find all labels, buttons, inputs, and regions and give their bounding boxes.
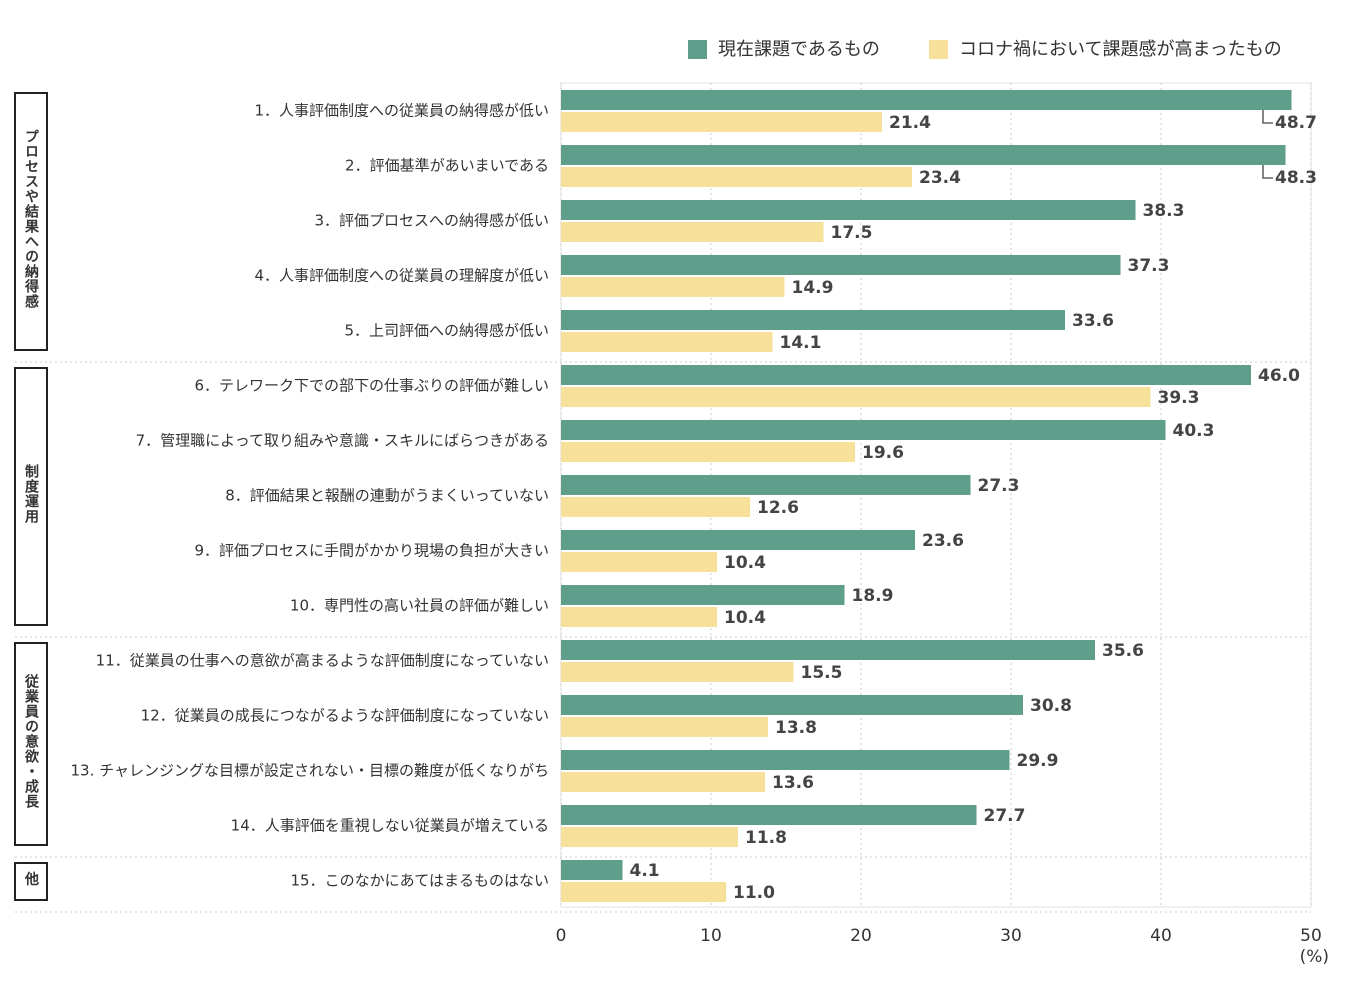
group-box	[14, 92, 48, 351]
value-label: 13.8	[775, 718, 817, 738]
value-label: 38.3	[1143, 201, 1185, 221]
category-label: 7．管理職によって取り組みや意識・スキルにばらつきがある	[136, 432, 549, 450]
bar	[561, 530, 915, 550]
bar	[561, 662, 794, 682]
group-box	[14, 367, 48, 626]
value-label: 48.3	[1275, 168, 1317, 188]
bar	[561, 882, 726, 902]
category-label: 8．評価結果と報酬の連動がうまくいっていない	[225, 487, 549, 505]
bar	[561, 332, 773, 352]
bar	[561, 585, 845, 605]
value-label: 19.6	[862, 443, 904, 463]
bar	[561, 827, 738, 847]
value-label: 27.3	[978, 476, 1020, 496]
x-tick-label: 50	[1300, 926, 1322, 946]
bar	[561, 387, 1151, 407]
value-label: 30.8	[1030, 696, 1072, 716]
bar	[561, 475, 971, 495]
x-tick-label: 30	[1000, 926, 1022, 946]
value-label: 23.6	[922, 531, 964, 551]
bar	[561, 860, 623, 880]
group-box	[14, 862, 48, 901]
value-label: 10.4	[724, 608, 766, 628]
value-label: 33.6	[1072, 311, 1114, 331]
category-label: 3．評価プロセスへの納得感が低い	[314, 212, 549, 230]
bar	[561, 497, 750, 517]
value-label: 29.9	[1017, 751, 1059, 771]
group-label: 制度運用	[23, 463, 39, 524]
label-leader	[1262, 165, 1273, 179]
value-label: 15.5	[801, 663, 843, 683]
bar	[561, 695, 1023, 715]
value-label: 14.1	[780, 333, 822, 353]
category-label: 13. チャレンジングな目標が設定されない・目標の難度が低くなりがち	[71, 762, 549, 780]
category-label: 1．人事評価制度への従業員の納得感が低い	[254, 102, 549, 120]
bar	[561, 200, 1136, 220]
value-label: 11.0	[733, 883, 775, 903]
bar	[561, 442, 855, 462]
value-label: 37.3	[1128, 256, 1170, 276]
category-label: 11．従業員の仕事への意欲が高まるような評価制度になっていない	[96, 652, 549, 670]
category-label: 4．人事評価制度への従業員の理解度が低い	[254, 267, 549, 285]
bar	[561, 90, 1292, 110]
bar	[561, 365, 1251, 385]
value-label: 21.4	[889, 113, 931, 133]
bar	[561, 607, 717, 627]
group-box	[14, 642, 48, 846]
bar	[561, 112, 882, 132]
value-label: 39.3	[1158, 388, 1200, 408]
x-tick-label: 0	[556, 926, 567, 946]
value-label: 13.6	[772, 773, 814, 793]
value-label: 40.3	[1173, 421, 1215, 441]
value-label: 27.7	[984, 806, 1026, 826]
value-label: 48.7	[1275, 113, 1317, 133]
category-label: 9．評価プロセスに手間がかかり現場の負担が大きい	[194, 542, 549, 560]
bar	[561, 255, 1121, 275]
bar	[561, 420, 1166, 440]
category-label: 6．テレワーク下での部下の仕事ぶりの評価が難しい	[194, 377, 549, 395]
group-label: 従業員の意欲・成長	[23, 673, 40, 809]
x-tick-label: 40	[1150, 926, 1172, 946]
group-label: 他	[23, 871, 40, 887]
x-tick-label: 10	[700, 926, 722, 946]
category-label: 10．専門性の高い社員の評価が難しい	[290, 597, 549, 615]
value-label: 46.0	[1258, 366, 1300, 386]
legend-swatch	[688, 40, 707, 59]
value-label: 23.4	[919, 168, 961, 188]
label-leader	[1262, 110, 1273, 124]
x-axis-unit: (%)	[1300, 947, 1329, 967]
value-label: 35.6	[1102, 641, 1144, 661]
value-label: 12.6	[757, 498, 799, 518]
bar	[561, 222, 824, 242]
category-label: 14．人事評価を重視しない従業員が増えている	[231, 817, 549, 835]
bar	[561, 167, 912, 187]
category-label: 15．このなかにあてはまるものはない	[291, 872, 550, 890]
bar	[561, 277, 785, 297]
x-tick-label: 20	[850, 926, 872, 946]
legend-label: コロナ禍において課題感が高まったもの	[959, 39, 1282, 60]
bar	[561, 145, 1286, 165]
bar	[561, 640, 1095, 660]
value-label: 14.9	[792, 278, 834, 298]
value-label: 18.9	[852, 586, 894, 606]
value-label: 10.4	[724, 553, 766, 573]
bar	[561, 772, 765, 792]
bar	[561, 805, 977, 825]
bar	[561, 717, 768, 737]
bar	[561, 552, 717, 572]
value-label: 4.1	[630, 861, 660, 881]
value-label: 17.5	[831, 223, 873, 243]
category-label: 2．評価基準があいまいである	[345, 157, 549, 175]
legend-swatch	[929, 40, 948, 59]
value-label: 11.8	[745, 828, 787, 848]
legend-label: 現在課題であるもの	[718, 39, 880, 60]
bar	[561, 310, 1065, 330]
category-label: 5．上司評価への納得感が低い	[344, 322, 549, 340]
bar	[561, 750, 1010, 770]
group-label: プロセスや結果への納得感	[23, 129, 40, 309]
category-label: 12．従業員の成長につながるような評価制度になっていない	[141, 707, 549, 725]
